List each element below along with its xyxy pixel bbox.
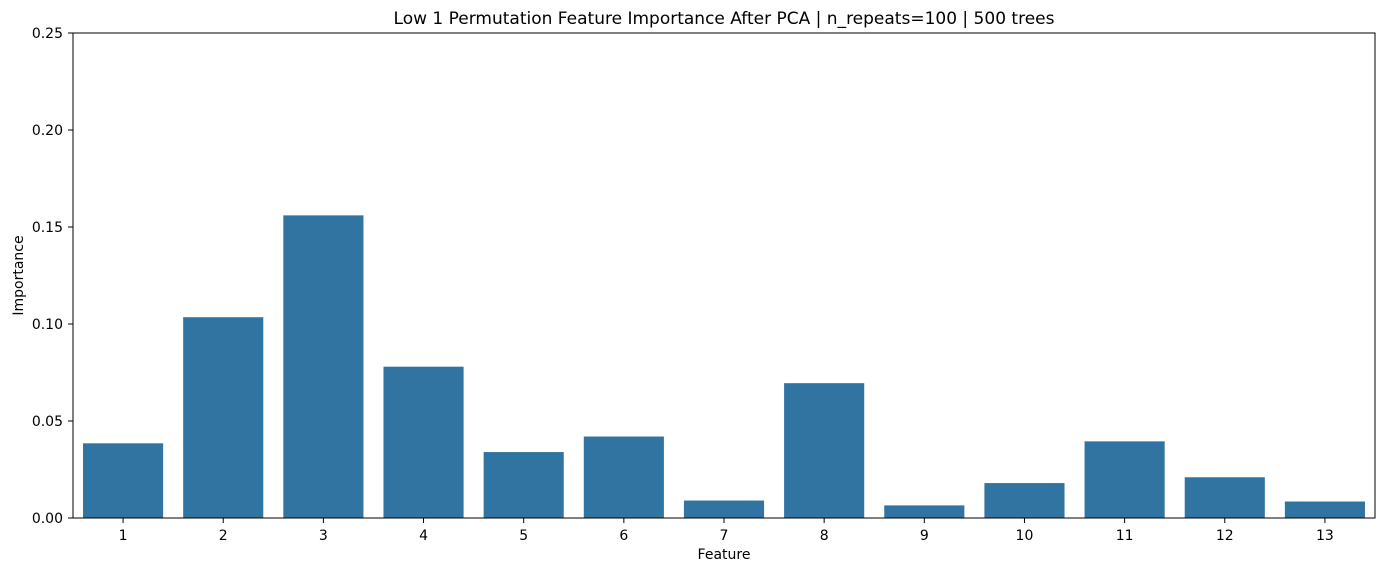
x-tick-label-11: 11 xyxy=(1116,528,1134,544)
bar-9 xyxy=(884,505,965,518)
bar-6 xyxy=(583,436,664,518)
bar-7 xyxy=(683,500,765,518)
bar-5 xyxy=(483,452,564,518)
x-tick-label-3: 3 xyxy=(319,528,328,544)
x-tick-label-7: 7 xyxy=(720,528,729,544)
x-tick-label-2: 2 xyxy=(219,528,228,544)
x-tick-label-13: 13 xyxy=(1316,528,1334,544)
bar-8 xyxy=(784,383,865,518)
bar-11 xyxy=(1084,441,1165,518)
x-tick-label-4: 4 xyxy=(419,528,428,544)
bar-10 xyxy=(984,483,1065,518)
bar-13 xyxy=(1284,501,1365,518)
y-axis: 0.00 0.05 0.10 0.15 0.20 0.25 xyxy=(32,26,73,527)
x-tick-label-1: 1 xyxy=(119,528,128,544)
x-tick-label-9: 9 xyxy=(920,528,929,544)
y-tick-label-0.15: 0.15 xyxy=(32,220,63,236)
y-tick-label-0.20: 0.20 xyxy=(32,123,63,139)
bar-3 xyxy=(283,215,364,519)
bar-4 xyxy=(383,366,464,518)
x-tick-label-8: 8 xyxy=(820,528,829,544)
y-tick-label-0.25: 0.25 xyxy=(32,26,63,42)
bar-1 xyxy=(83,443,164,518)
chart-title: Low 1 Permutation Feature Importance Aft… xyxy=(394,9,1055,29)
x-tick-label-10: 10 xyxy=(1016,528,1034,544)
plot-frame xyxy=(72,32,1376,519)
x-axis: 1 2 3 4 5 6 7 8 9 10 11 12 13 xyxy=(119,518,1334,544)
y-tick-label-0.10: 0.10 xyxy=(32,317,63,333)
bar-2 xyxy=(183,317,264,518)
bars-layer xyxy=(83,215,1365,519)
x-axis-label: Feature xyxy=(698,547,751,563)
bar-12 xyxy=(1184,477,1265,518)
y-axis-label: Importance xyxy=(11,235,27,315)
x-tick-label-12: 12 xyxy=(1216,528,1234,544)
y-tick-label-0.05: 0.05 xyxy=(32,414,63,430)
x-tick-label-5: 5 xyxy=(519,528,528,544)
y-tick-label-0.00: 0.00 xyxy=(32,511,63,527)
x-tick-label-6: 6 xyxy=(619,528,628,544)
